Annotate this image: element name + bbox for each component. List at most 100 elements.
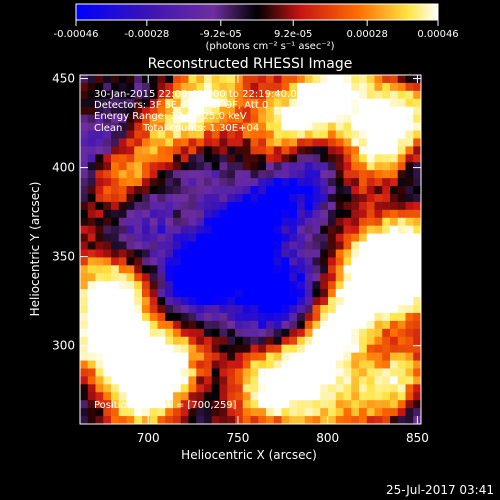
heatmap-cell [374, 82, 383, 92]
heatmap-cell [87, 178, 97, 187]
heatmap-cell [390, 344, 399, 354]
heatmap-cell [196, 75, 205, 84]
heatmap-cell [397, 384, 407, 393]
heatmap-cell [242, 328, 252, 338]
heatmap-cell [374, 400, 383, 409]
heatmap-cell [149, 162, 159, 171]
heatmap-cell [242, 75, 252, 84]
heatmap-cell [134, 162, 143, 171]
heatmap-cell [157, 273, 166, 282]
heatmap-cell [80, 273, 89, 282]
heatmap-cell [258, 297, 267, 306]
heatmap-cell [390, 336, 399, 346]
heatmap-cell [188, 249, 197, 259]
heatmap-cell [227, 336, 236, 346]
heatmap-cell [289, 130, 298, 140]
heatmap-cell [413, 138, 421, 147]
heatmap-cell [134, 146, 143, 155]
heatmap-cell [126, 305, 135, 314]
heatmap-cell [196, 305, 205, 314]
heatmap-cell [405, 233, 414, 243]
x-axis-label: Heliocentric X (arcsec) [181, 448, 317, 462]
heatmap-cell [405, 281, 414, 290]
heatmap-cell [390, 193, 399, 203]
heatmap-cell [111, 201, 120, 211]
heatmap-cell [134, 122, 143, 132]
heatmap-cell [219, 281, 228, 290]
heatmap-cell [219, 193, 228, 203]
heatmap-cell [273, 297, 283, 306]
heatmap-cell [235, 162, 244, 171]
heatmap-cell [188, 328, 197, 338]
heatmap-cell [103, 376, 112, 385]
heatmap-cell [188, 130, 197, 140]
heatmap-cell [134, 376, 143, 385]
heatmap-cell [126, 162, 135, 171]
heatmap-cell [273, 122, 283, 132]
heatmap-cell [312, 344, 321, 354]
heatmap-cell [382, 98, 391, 108]
heatmap-cell [289, 90, 298, 100]
heatmap-cell [80, 178, 89, 187]
heatmap-cell [343, 130, 352, 140]
heatmap-cell [374, 122, 383, 132]
heatmap-cell [242, 249, 252, 259]
heatmap-cell [103, 273, 112, 282]
heatmap-cell [343, 162, 352, 171]
heatmap-cell [157, 289, 166, 298]
annotation-counts: Total counts: 1.30E+04 [142, 123, 259, 134]
heatmap-cell [351, 336, 360, 346]
heatmap-cell [351, 376, 360, 385]
heatmap-cell [390, 241, 399, 251]
heatmap-cell [219, 320, 228, 330]
heatmap-cell [289, 257, 298, 266]
heatmap-cell [111, 408, 120, 417]
heatmap-cell [320, 154, 329, 163]
heatmap-cell [211, 225, 221, 235]
heatmap-cell [250, 217, 259, 227]
heatmap-cell [390, 384, 399, 393]
heatmap-cell [204, 312, 213, 322]
heatmap-cell [413, 201, 421, 211]
heatmap-cell [250, 265, 259, 274]
heatmap-cell [95, 344, 104, 354]
heatmap-cell [273, 186, 283, 195]
heatmap-cell [126, 265, 135, 274]
heatmap-cell [258, 146, 267, 155]
heatmap-cell [320, 400, 329, 409]
heatmap-cell [289, 201, 298, 211]
heatmap-cell [173, 154, 182, 163]
heatmap-cell [142, 400, 151, 409]
heatmap-cell [134, 186, 143, 195]
heatmap-cell [118, 209, 128, 219]
heatmap-cell [273, 130, 283, 140]
heatmap-cell [118, 225, 128, 235]
heatmap-cell [343, 392, 352, 401]
heatmap-cell [320, 384, 329, 393]
heatmap-cell [273, 233, 283, 243]
heatmap-cell [242, 154, 252, 163]
heatmap-cell [188, 360, 197, 370]
heatmap-cell [397, 328, 407, 338]
heatmap-cell [227, 162, 236, 171]
heatmap-cell [366, 225, 376, 235]
heatmap-cell [335, 82, 345, 92]
heatmap-cell [328, 201, 337, 211]
heatmap-cell [219, 297, 228, 306]
heatmap-cell [258, 75, 267, 84]
heatmap-cell [149, 336, 159, 346]
heatmap-cell [397, 82, 407, 92]
heatmap-cell [359, 90, 368, 100]
heatmap-cell [320, 305, 329, 314]
heatmap-cell [258, 114, 267, 124]
heatmap-cell [80, 241, 89, 251]
heatmap-cell [405, 400, 414, 409]
heatmap-cell [142, 336, 151, 346]
heatmap-cell [211, 217, 221, 227]
heatmap-cell [95, 352, 104, 362]
heatmap-cell [351, 90, 360, 100]
heatmap-cell [289, 312, 298, 322]
heatmap-cell [273, 360, 283, 370]
heatmap-cell [297, 281, 306, 290]
heatmap-cell [273, 154, 283, 163]
